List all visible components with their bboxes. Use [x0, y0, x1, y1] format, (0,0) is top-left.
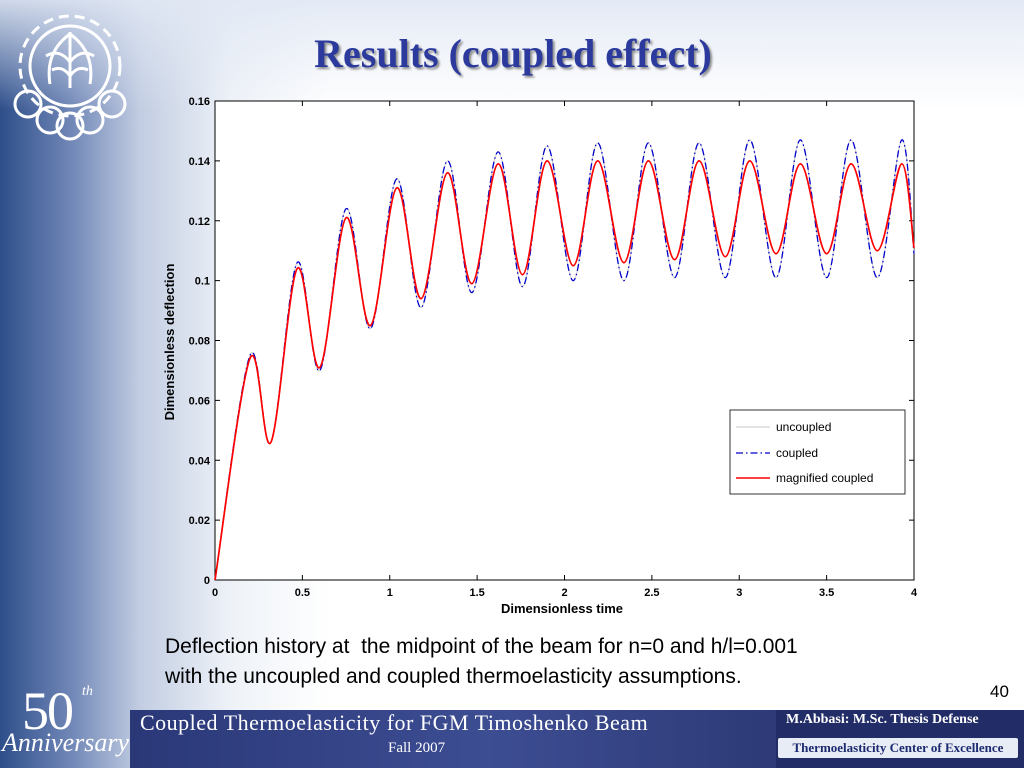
deflection-chart: 0 0.5 1 1.5 2 2.5 3 3.5 4 0 0.02 0.04 0.06 0.08 0.1 0.1…	[162, 96, 918, 616]
x-tick-label: 1	[387, 587, 393, 599]
page-number: 40	[990, 682, 1009, 701]
footer-term: Fall 2007	[388, 740, 446, 756]
anniversary-suffix: th	[82, 684, 93, 699]
series-line-magnified-coupled	[214, 160, 915, 581]
legend-label-uncoupled: uncoupled	[776, 420, 831, 434]
header-band	[0, 0, 1024, 110]
y-tick-label: 0	[204, 575, 210, 587]
y-tick-label: 0.02	[189, 515, 210, 527]
x-tick-label: 2	[561, 587, 567, 599]
anniversary-word: Anniversary	[2, 728, 130, 757]
legend-box	[729, 409, 906, 495]
figure-caption: Deflection history at the midpoint of th…	[165, 635, 798, 688]
slide-title-text: Results (coupled effect)	[314, 31, 712, 76]
legend-label-magnified-coupled: magnified coupled	[776, 471, 873, 485]
footer-title: Coupled Thermoelasticity for FGM Timoshe…	[140, 710, 649, 735]
university-logo	[13, 14, 127, 141]
footer-author: M.Abbasi: M.Sc. Thesis Defense	[786, 712, 979, 727]
x-tick-label: 0.5	[295, 587, 310, 599]
legend: uncoupled coupled magnified coupled	[729, 409, 906, 495]
y-tick-label: 0.12	[189, 216, 210, 228]
plot-area	[214, 100, 915, 581]
x-tick-label: 1.5	[469, 587, 484, 599]
footer-center-badge: Thermoelasticity Center of Excellence	[778, 738, 1018, 758]
anniversary-number: 50	[22, 681, 74, 741]
y-tick-label: 0.06	[189, 395, 210, 407]
legend-label-coupled: coupled	[776, 446, 818, 460]
y-tick-label: 0.16	[189, 96, 210, 108]
y-tick-label: 0.08	[189, 336, 210, 348]
y-tick-label: 0.1	[195, 276, 210, 288]
x-axis-label: Dimensionless time	[501, 601, 623, 616]
y-axis-label: Dimensionless deflection	[162, 264, 177, 421]
y-tick-label: 0.14	[189, 156, 211, 168]
x-tick-label: 3.5	[819, 587, 834, 599]
x-tick-label: 4	[911, 587, 918, 599]
footer-center: Thermoelasticity Center of Excellence	[792, 740, 1004, 755]
x-tick-label: 2.5	[644, 587, 659, 599]
x-tick-label: 3	[736, 587, 742, 599]
y-tick-label: 0.04	[189, 455, 211, 467]
slide-title: Results (coupled effect)	[0, 30, 1024, 77]
x-tick-label: 0	[212, 587, 218, 599]
